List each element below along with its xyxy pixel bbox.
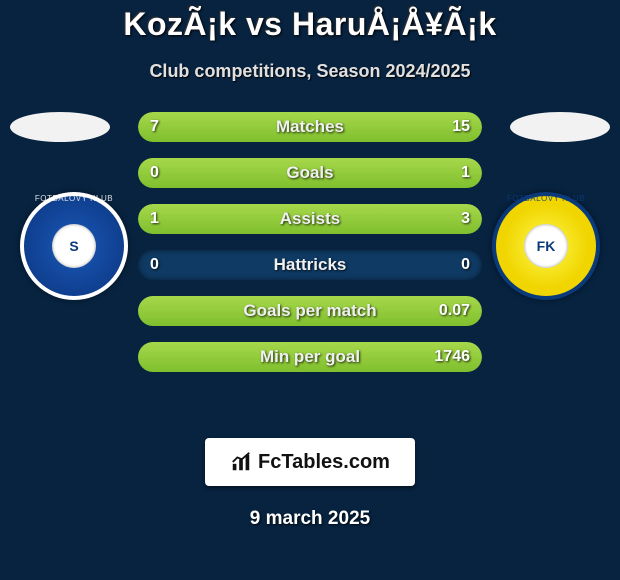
stat-row: 13Assists	[138, 204, 482, 234]
comparison-stage: FOTBALOVÝ KLUB S FOTBALOVÝ KLUB FK 715Ma…	[0, 112, 620, 412]
stat-row: 1746Min per goal	[138, 342, 482, 372]
stat-label: Goals	[138, 158, 482, 188]
comparison-card: KozÃ¡k vs HaruÅ¡Å¥Ã¡k Club competitions,…	[0, 6, 620, 580]
club-badge-left-ring: FOTBALOVÝ KLUB	[24, 194, 124, 203]
stat-row: 00Hattricks	[138, 250, 482, 280]
date-line: 9 march 2025	[0, 508, 620, 530]
player-photo-left-placeholder	[10, 112, 110, 142]
stat-bars: 715Matches 01Goals 13Assists 00Hattricks 0.0…	[138, 112, 482, 388]
stat-row: 0.07Goals per match	[138, 296, 482, 326]
brand-text: FcTables.com	[258, 451, 390, 474]
club-badge-right-monogram: FK	[524, 224, 568, 268]
stat-label: Assists	[138, 204, 482, 234]
stat-label: Goals per match	[138, 296, 482, 326]
stat-row: 715Matches	[138, 112, 482, 142]
club-badge-left-monogram: S	[52, 224, 96, 268]
page-title: KozÃ¡k vs HaruÅ¡Å¥Ã¡k	[0, 6, 620, 43]
brand-box: FcTables.com	[205, 438, 415, 486]
club-badge-right: FOTBALOVÝ KLUB FK	[492, 192, 600, 300]
stat-label: Min per goal	[138, 342, 482, 372]
club-badge-left: FOTBALOVÝ KLUB S	[20, 192, 128, 300]
fctables-logo-icon	[230, 451, 252, 473]
stat-label: Matches	[138, 112, 482, 142]
stat-row: 01Goals	[138, 158, 482, 188]
stat-label: Hattricks	[138, 250, 482, 280]
club-badge-right-ring: FOTBALOVÝ KLUB	[496, 194, 596, 203]
page-subtitle: Club competitions, Season 2024/2025	[0, 61, 620, 82]
player-photo-right-placeholder	[510, 112, 610, 142]
